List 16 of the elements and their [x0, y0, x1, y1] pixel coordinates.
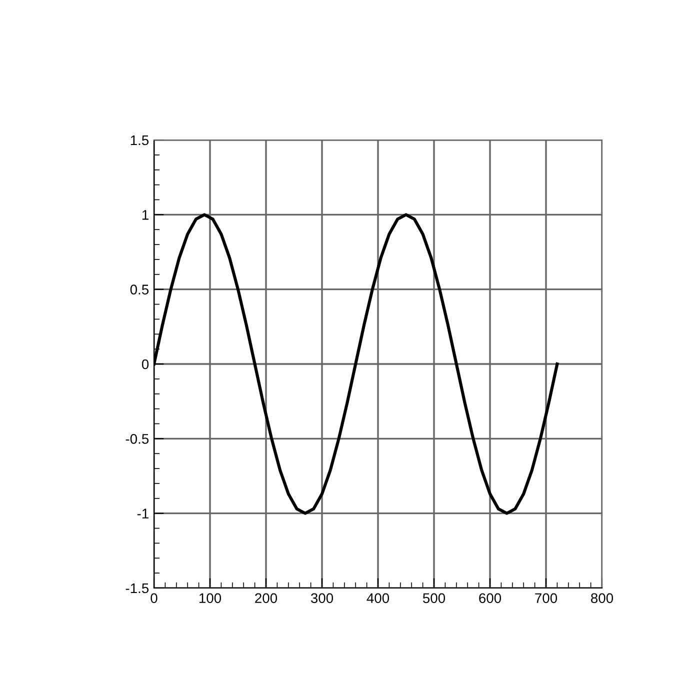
x-tick-label: 100: [199, 593, 222, 604]
y-tick-label: -0.5: [126, 434, 149, 444]
y-tick-label: -1: [137, 508, 148, 518]
x-tick-label: 200: [255, 593, 278, 604]
x-tick-label: 400: [366, 593, 390, 604]
x-tick-label: 800: [591, 593, 614, 604]
y-tick-label: 0: [142, 359, 149, 370]
x-tick-label: 0: [150, 593, 158, 604]
x-tick-label: 700: [535, 593, 558, 604]
y-tick-label: 0.5: [130, 284, 149, 295]
y-tick-label: 1: [142, 210, 148, 220]
y-tick-label: -1.5: [126, 583, 149, 594]
y-tick-label: 1.5: [130, 135, 149, 146]
x-tick-label: 600: [479, 593, 502, 604]
x-tick-label: 300: [310, 593, 334, 604]
x-tick-label: 500: [422, 593, 446, 604]
